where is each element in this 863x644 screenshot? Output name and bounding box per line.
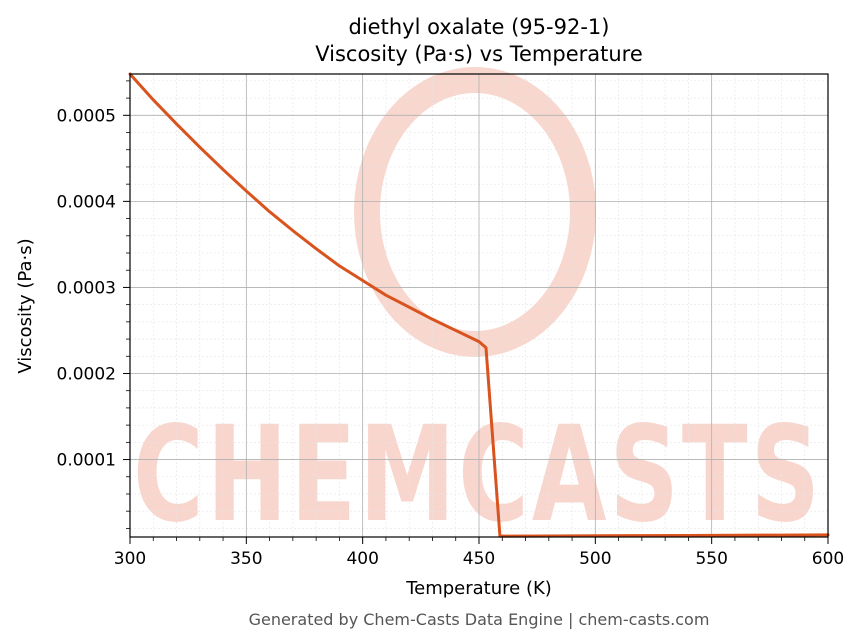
- x-tick-label: 400: [346, 549, 378, 569]
- chart-title-line2: Viscosity (Pa·s) vs Temperature: [315, 42, 643, 66]
- y-axis-label: Viscosity (Pa·s): [15, 238, 36, 373]
- svg-text:CHEMCASTS: CHEMCASTS: [133, 398, 823, 552]
- y-tick-label: 0.0004: [57, 192, 116, 212]
- chart-title-line1: diethyl oxalate (95-92-1): [349, 15, 610, 39]
- x-tick-label: 550: [695, 549, 727, 569]
- x-tick-label: 500: [579, 549, 611, 569]
- axis-ticks: [123, 80, 829, 544]
- y-tick-label: 0.0001: [57, 451, 116, 471]
- chemcasts-watermark: CHEMCASTS: [133, 67, 823, 552]
- tick-labels: 300 350 400 450 500 550 600 0.0001 0.0002 0.0003 0…: [57, 106, 845, 569]
- x-tick-label: 450: [463, 549, 495, 569]
- y-tick-label: 0.0005: [57, 106, 116, 126]
- series-layer: [128, 72, 830, 538]
- x-tick-label: 300: [114, 549, 146, 569]
- x-tick-label: 350: [230, 549, 262, 569]
- y-tick-label: 0.0003: [57, 278, 116, 298]
- viscosity-series-line: [128, 72, 830, 538]
- x-axis-label: Temperature (K): [405, 578, 552, 599]
- x-tick-label: 600: [812, 549, 844, 569]
- y-tick-label: 0.0002: [57, 364, 116, 384]
- footer-credit: Generated by Chem-Casts Data Engine | ch…: [249, 610, 710, 629]
